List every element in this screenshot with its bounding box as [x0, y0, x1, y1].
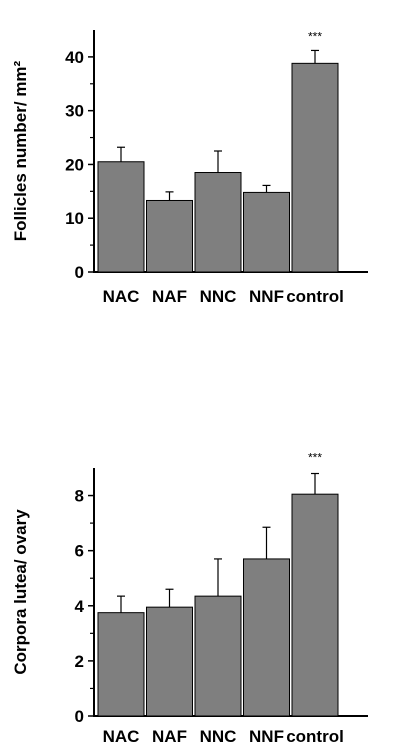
bar [146, 606, 193, 717]
y-axis-title: Follicles number/ mm² [11, 60, 30, 241]
category-label: control [286, 727, 344, 746]
bar [97, 161, 145, 273]
y-tick-label: 2 [75, 652, 84, 671]
y-tick-label: 8 [75, 487, 84, 506]
significance-label: *** [308, 29, 322, 43]
category-label: NAC [103, 727, 140, 746]
bar [146, 199, 193, 273]
category-label: NAC [103, 287, 140, 306]
y-tick-label: 40 [65, 48, 84, 67]
bar [291, 62, 339, 273]
bar [291, 493, 339, 717]
bar [194, 172, 242, 273]
y-tick-label: 0 [75, 707, 84, 726]
category-label: control [286, 287, 344, 306]
y-tick-label: 4 [75, 597, 85, 616]
bar [243, 191, 290, 273]
category-label: NNF [249, 287, 284, 306]
significance-label: *** [308, 451, 322, 465]
y-tick-label: 20 [65, 155, 84, 174]
category-label: NNC [200, 727, 237, 746]
y-tick-label: 6 [75, 542, 84, 561]
y-tick-label: 10 [65, 209, 84, 228]
y-tick-label: 0 [75, 263, 84, 282]
bar [194, 595, 242, 717]
bar [243, 558, 290, 717]
chart-follicles: 0 10 20 30 40 *** NAC NAF NNC NNF control Follic… [11, 29, 368, 306]
category-label: NAF [152, 287, 187, 306]
category-label: NNF [249, 727, 284, 746]
bar [97, 612, 145, 717]
chart-corpora-lutea: 0 2 4 6 8 *** NAC NAF NNC NNF control Corpora lu… [11, 451, 368, 746]
category-label: NAF [152, 727, 187, 746]
y-tick-label: 30 [65, 102, 84, 121]
y-axis-title: Corpora lutea/ ovary [11, 509, 30, 675]
category-label: NNC [200, 287, 237, 306]
